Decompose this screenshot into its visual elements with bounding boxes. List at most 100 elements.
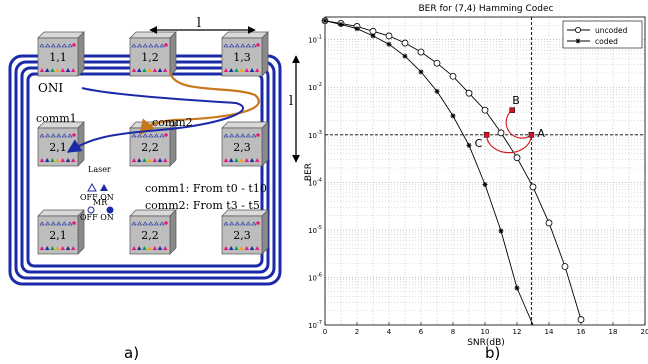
laser-icon — [56, 133, 62, 138]
x-tick-label: 8 — [451, 328, 455, 336]
laser-icon — [255, 246, 260, 250]
laser-icon — [50, 133, 56, 138]
laser-icon — [159, 221, 165, 226]
node-label: 2,2 — [141, 141, 159, 154]
comm1-label: comm1 — [36, 112, 77, 125]
laser-icon — [239, 68, 244, 72]
comm1-path — [66, 87, 244, 153]
laser-icon — [55, 68, 60, 72]
data-point-uncoded — [385, 32, 393, 40]
laser-icon — [147, 68, 152, 72]
laser-icon — [131, 158, 137, 162]
onoc-diagram: 1,1 1,2 1,3 2,1 2,2 2,3 2,1 2,2 2,3 l l ONI comm… — [8, 16, 300, 362]
data-point-coded — [322, 18, 328, 24]
laser-icon — [153, 43, 159, 48]
data-point-coded — [386, 41, 392, 47]
laser-icon — [245, 133, 251, 138]
laser-icon — [131, 133, 137, 138]
comm1-description: comm1: From t0 - t10 — [145, 182, 267, 195]
laser-icon — [152, 246, 157, 250]
mr-dot-icon — [164, 43, 168, 47]
x-tick-label: 20 — [641, 328, 648, 336]
data-point-coded — [498, 228, 504, 234]
node-grid: 1,1 1,2 1,3 2,1 2,2 2,3 2,1 2,2 2,3 — [37, 31, 269, 255]
data-point-coded — [338, 21, 344, 27]
data-point-uncoded — [561, 263, 569, 270]
laser-icon — [229, 43, 235, 48]
y-tick-label: 10-7 — [308, 320, 322, 330]
laser-icon — [251, 43, 257, 48]
y-tick-label: 10-4 — [308, 177, 322, 187]
mr-dot-icon — [72, 43, 76, 47]
legend-entry-label: uncoded — [595, 26, 628, 35]
laser-icon — [229, 221, 235, 226]
x-tick-label: 10 — [481, 328, 490, 336]
data-point-uncoded — [481, 106, 489, 114]
annotation-label-c: C — [475, 137, 483, 150]
laser-icon — [245, 43, 251, 48]
node-label: 2,1 — [49, 141, 67, 154]
laser-icon — [240, 221, 246, 226]
laser-icon — [60, 68, 65, 72]
data-point-coded — [514, 285, 520, 291]
ber-chart: BER for (7,4) Hamming Codec 0 2 4 6 8 10 12 14 1… — [304, 4, 648, 362]
laser-icon — [148, 221, 154, 226]
data-point-uncoded — [545, 219, 553, 227]
laser-icon — [240, 43, 246, 48]
laser-icon — [239, 246, 244, 250]
y-tick-label: 10-3 — [308, 130, 322, 140]
laser-icon — [39, 68, 45, 72]
laser-icon — [137, 133, 143, 138]
laser-icon — [45, 43, 51, 48]
laser-icon — [39, 43, 45, 48]
laser-legend-states: OFF ON — [80, 193, 114, 202]
x-axis-label: SNR(dB) — [467, 338, 505, 348]
laser-icon — [229, 68, 234, 72]
y-tick-label: 10-6 — [308, 272, 322, 282]
data-point-coded — [370, 33, 376, 39]
laser-icon — [142, 133, 148, 138]
laser-icon — [163, 158, 168, 162]
laser-icon — [234, 43, 240, 48]
legend-marker-circle-icon — [574, 26, 581, 33]
laser-icon — [234, 133, 240, 138]
laser-icon — [249, 68, 255, 72]
laser-icon — [45, 221, 51, 226]
node-label: 1,3 — [233, 51, 251, 64]
laser-icon — [142, 43, 148, 48]
laser-icon — [50, 221, 56, 226]
mr-off-icon — [87, 206, 95, 214]
data-point-coded — [450, 113, 456, 119]
laser-icon — [249, 246, 255, 250]
laser-icon — [67, 43, 73, 48]
laser-icon — [67, 133, 73, 138]
laser-icon — [163, 246, 168, 250]
laser-icon — [45, 158, 50, 162]
laser-icon — [148, 133, 154, 138]
laser-icon — [50, 68, 55, 72]
legend-entry-label: coded — [595, 37, 618, 46]
laser-icon — [147, 246, 152, 250]
laser-icon — [65, 158, 71, 162]
comm2-description: comm2: From t3 - t5 — [145, 199, 260, 212]
laser-icon — [61, 133, 67, 138]
laser-icon — [255, 68, 260, 72]
series-line-coded — [324, 20, 534, 326]
data-point-uncoded — [369, 27, 377, 35]
laser-icon — [50, 43, 56, 48]
laser-icon — [251, 133, 257, 138]
laser-icon — [147, 158, 152, 162]
laser-icon — [45, 246, 50, 250]
node-label: 2,3 — [233, 229, 251, 242]
horizontal-dimension-label: l — [197, 16, 201, 31]
node-cube: 2,1 — [37, 121, 85, 167]
laser-icon — [142, 221, 148, 226]
laser-icon — [159, 133, 165, 138]
annotation-arc-ba — [505, 109, 532, 139]
laser-icon — [249, 158, 255, 162]
laser-icon — [45, 68, 50, 72]
laser-icon — [65, 68, 71, 72]
node-cube: 1,3 — [221, 31, 269, 77]
laser-on-icon — [100, 184, 108, 191]
laser-icon — [137, 221, 143, 226]
